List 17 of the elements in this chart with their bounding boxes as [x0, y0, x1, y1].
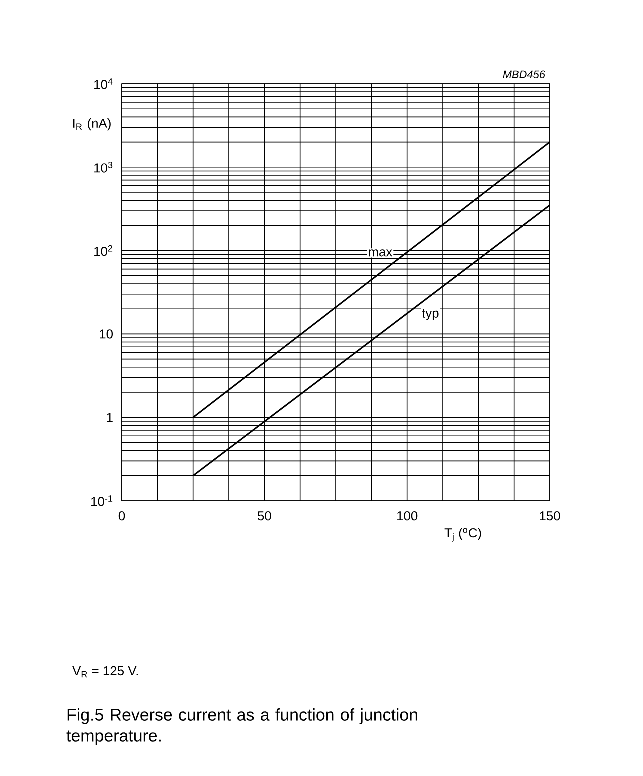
y-tick-label: 10$^{3}$ [94, 162, 113, 173]
x-tick-label: 0 [118, 511, 126, 521]
y-tick-label: 10$^{4}$ [94, 78, 113, 90]
series-label: max [369, 250, 393, 257]
y-tick-label: 10 [100, 330, 113, 339]
y-tick-label: 10$^{2}$ [94, 245, 113, 256]
y-axis-title: I$_{R}$ (nA) [73, 118, 111, 131]
text: V$_{R}$ = 125 V. [72, 666, 138, 678]
x-tick-label: 50 [258, 511, 272, 521]
text: Fig.5 Reverse current as a function of junction temperature. [66, 708, 418, 746]
x-axis-title: T$_{j}$ ($^{o}$C) [444, 528, 482, 542]
text: MBD456 [503, 70, 546, 78]
y-tick-label: 1 [107, 413, 113, 422]
series-label: typ [422, 309, 439, 321]
y-tick-label: 10$^{-1}$ [92, 496, 113, 506]
x-tick-label: 100 [398, 511, 418, 521]
x-tick-label: 150 [540, 511, 560, 521]
